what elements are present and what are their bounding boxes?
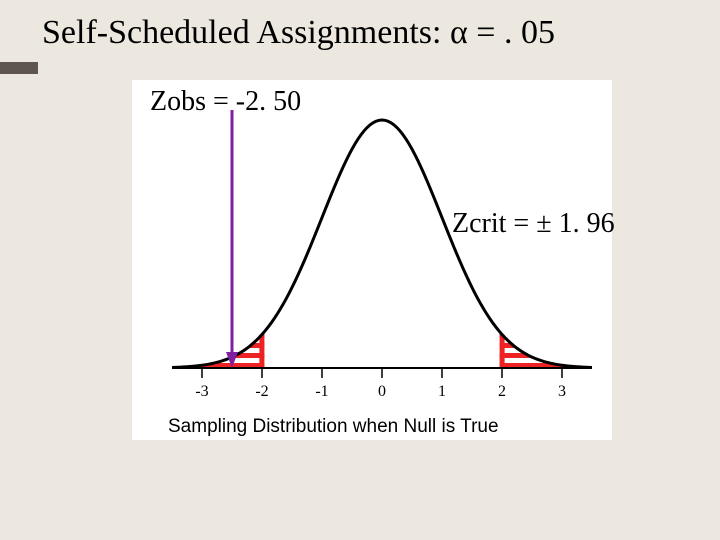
svg-text:0: 0 bbox=[378, 383, 386, 400]
slide: Self-Scheduled Assignments: α = . 05 -3-… bbox=[0, 0, 720, 540]
svg-text:-1: -1 bbox=[315, 383, 328, 400]
title-prefix: Self-Scheduled Assignments: bbox=[42, 14, 450, 51]
title-suffix: = . 05 bbox=[468, 14, 555, 51]
zobs-label: Zobs = -2. 50 bbox=[150, 86, 301, 118]
svg-text:1: 1 bbox=[438, 383, 446, 400]
svg-text:-2: -2 bbox=[255, 383, 268, 400]
distribution-chart: -3 -2 -1 0 1 2 3 bbox=[132, 80, 612, 440]
svg-text:-3: -3 bbox=[195, 383, 208, 400]
chart-caption: Sampling Distribution when Null is True bbox=[168, 416, 499, 438]
svg-text:3: 3 bbox=[558, 383, 566, 400]
alpha-symbol: α bbox=[450, 14, 468, 51]
chart-area: -3 -2 -1 0 1 2 3 Zobs = -2. 50 Zcrit = ± 1. 96… bbox=[132, 80, 612, 440]
accent-bar bbox=[0, 62, 38, 74]
zcrit-label: Zcrit = ± 1. 96 bbox=[452, 208, 615, 240]
slide-title: Self-Scheduled Assignments: α = . 05 bbox=[42, 14, 555, 52]
svg-text:2: 2 bbox=[498, 383, 506, 400]
